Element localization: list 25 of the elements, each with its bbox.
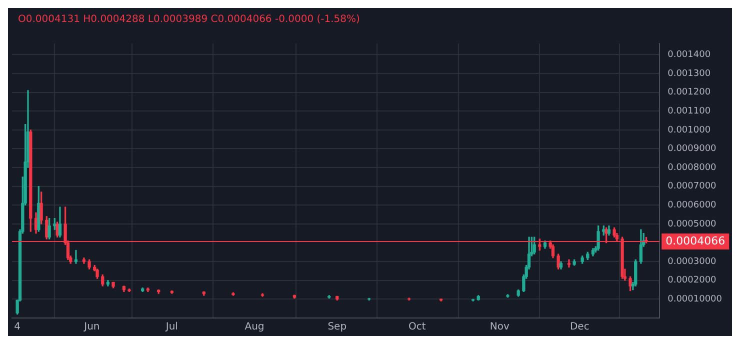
y-tick-label: 0.0007000 (668, 182, 717, 192)
text: O0.0004131 H0.0004288 L0.0003989 C0.0004066 -0.0000 (-1.58%) (18, 14, 360, 24)
x-tick-label: Dec (570, 322, 590, 333)
candlestick (567, 259, 571, 268)
y-tick-label: 0.0006000 (668, 200, 717, 210)
y-tick-label: 0.001300 (668, 68, 711, 79)
y-tick-label: 0.0008000 (668, 162, 717, 173)
x-tick-label: Nov (490, 322, 510, 333)
y-tick-label: 0.001400 (668, 50, 711, 60)
y-tick-label: 0.0009000 (668, 144, 717, 154)
x-tick-label: Jul (164, 322, 178, 333)
x-tick-label: Oct (408, 322, 426, 333)
y-tick-label: 0.0002000 (668, 276, 717, 286)
x-tick-label: Aug (244, 322, 264, 333)
y-tick-label: 0.001000 (668, 125, 711, 136)
y-tick-label: 0.00010000 (668, 294, 722, 305)
y-tick-label: 0.001200 (668, 88, 711, 98)
y-tick-label: 0.0005000 (668, 219, 717, 230)
x-tick-label: 4 (14, 322, 21, 333)
ref-line-label: 0.0004066 (666, 234, 726, 248)
candlestick (74, 250, 78, 264)
x-tick-label: Jun (83, 322, 100, 333)
y-tick-label: 0.0003000 (668, 256, 717, 267)
y-tick-label: 0.001100 (668, 106, 711, 116)
x-tick-label: Sep (328, 322, 347, 333)
